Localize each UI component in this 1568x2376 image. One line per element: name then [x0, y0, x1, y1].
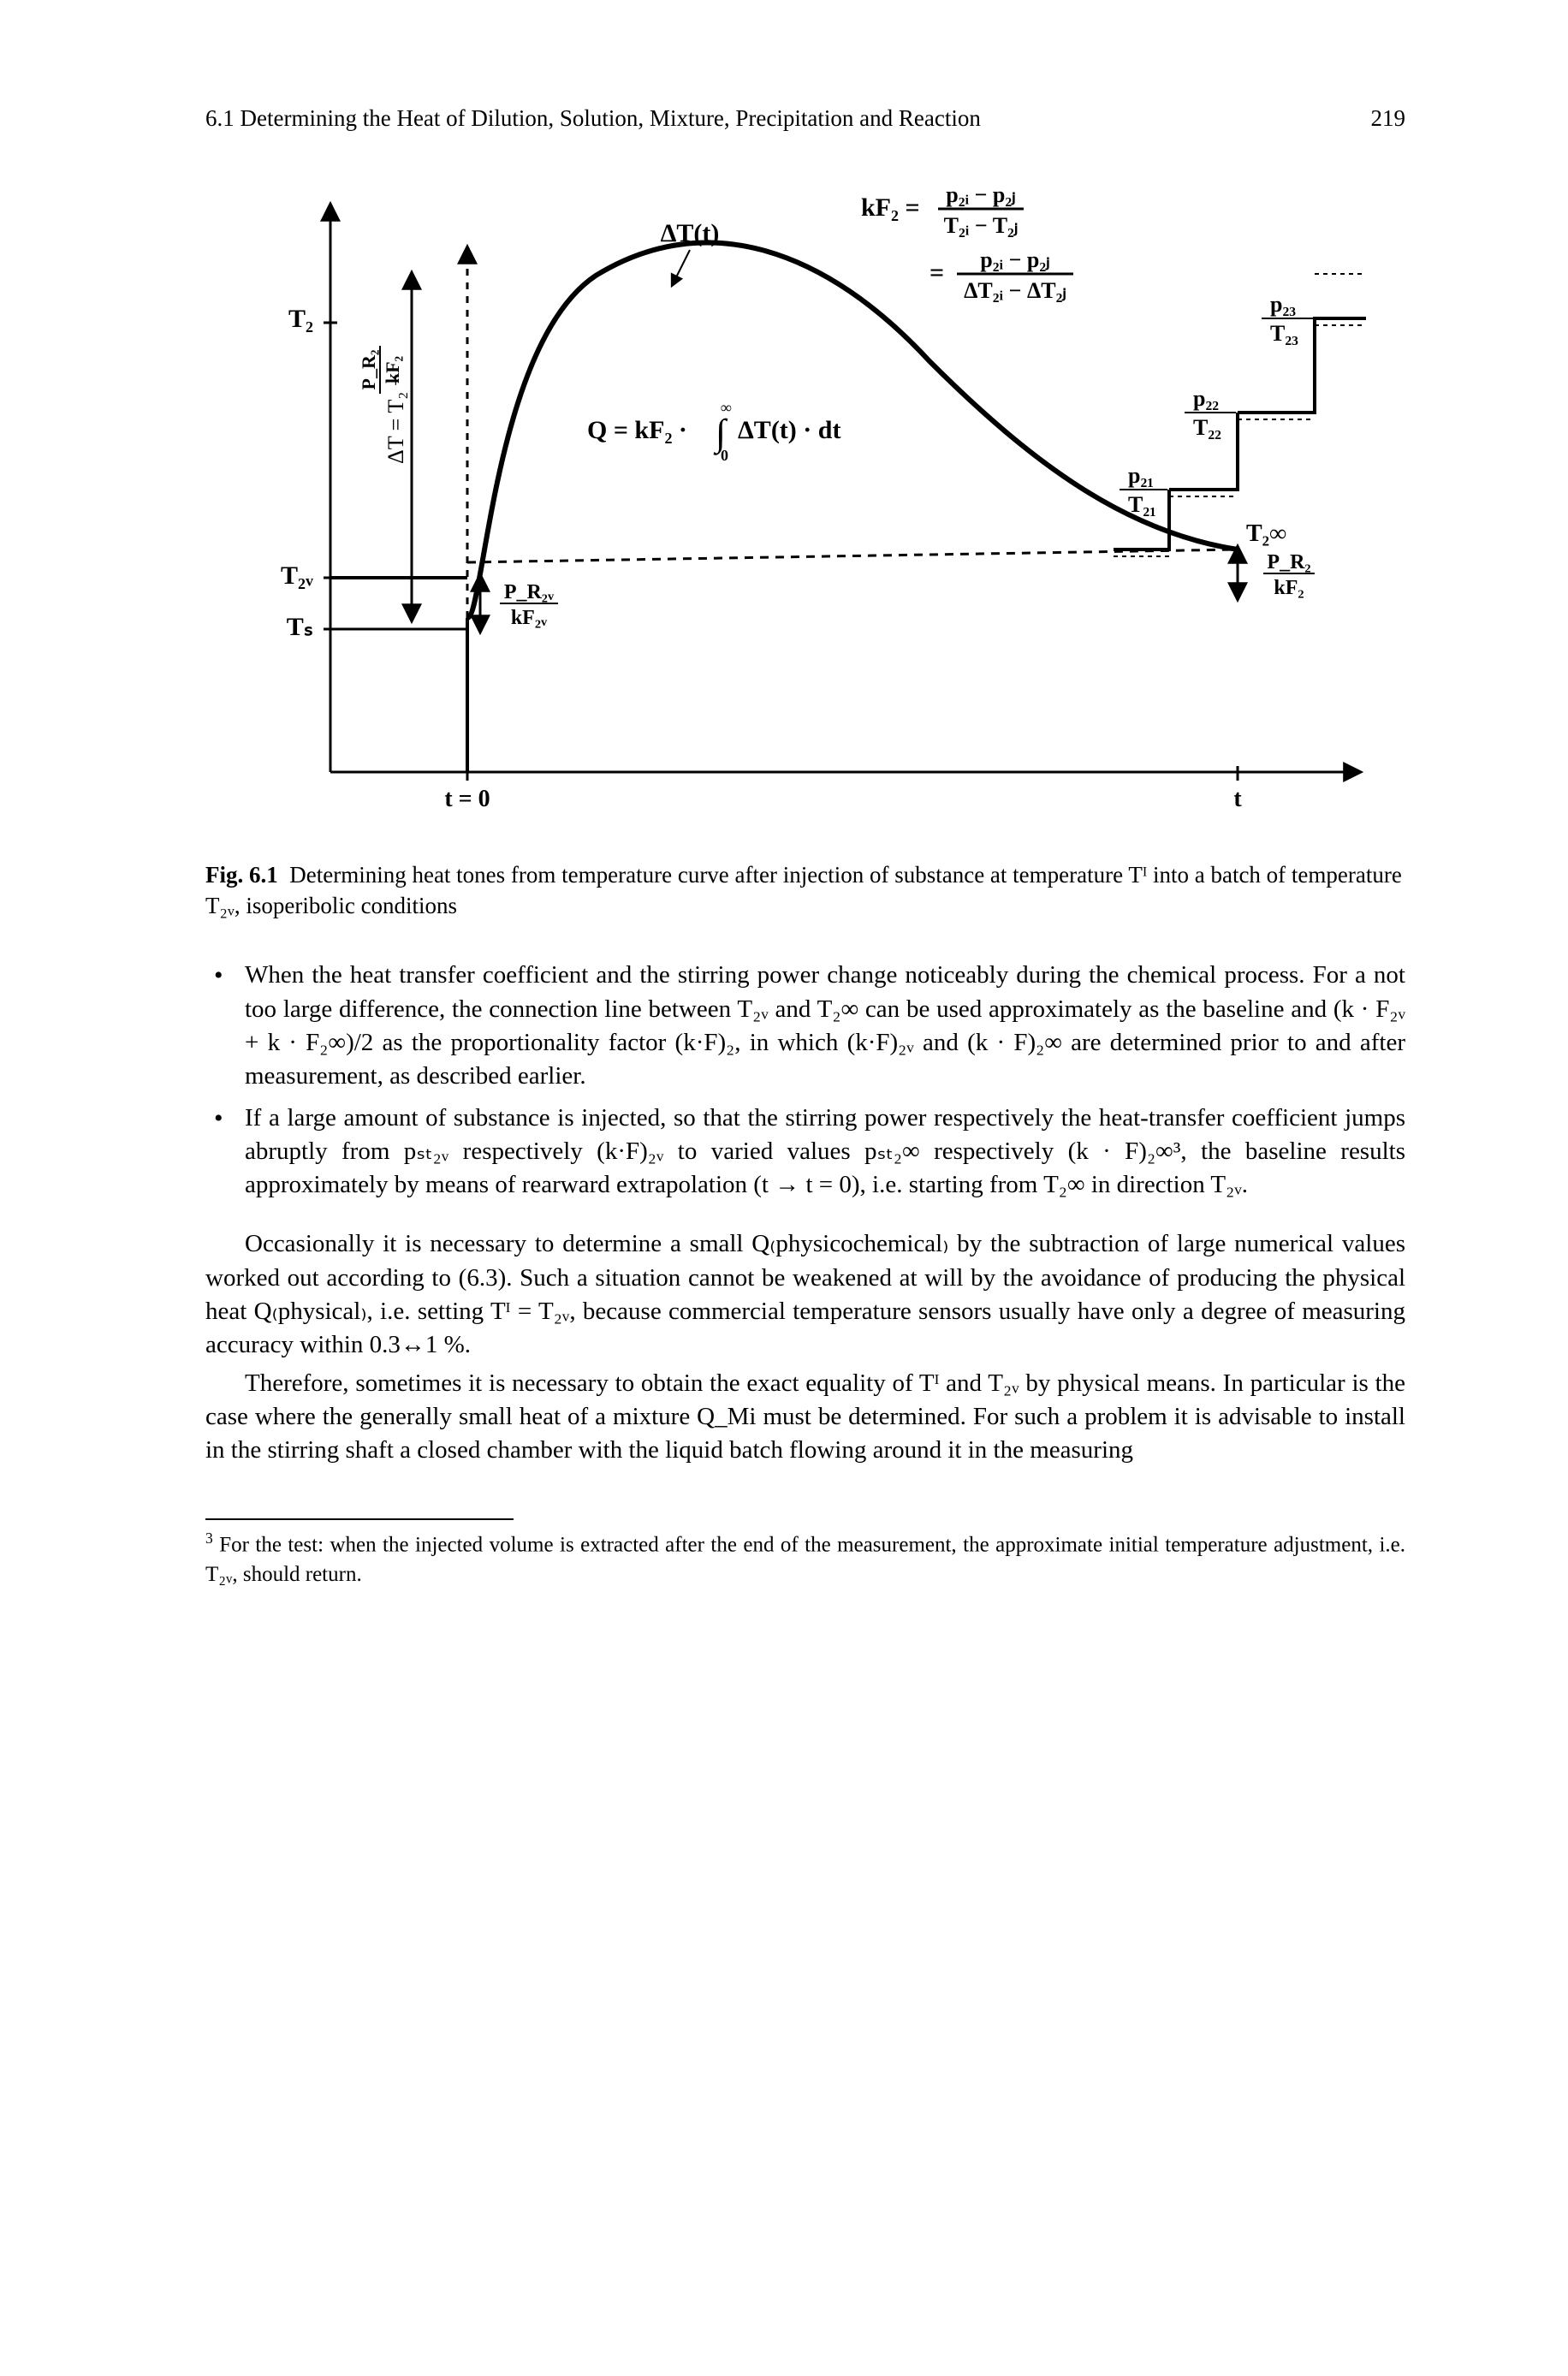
- footnote: 3 For the test: when the injected volume…: [205, 1529, 1405, 1589]
- section-title: 6.1 Determining the Heat of Dilution, So…: [205, 103, 981, 134]
- svg-text:p₂ᵢ − p₂ⱼ: p₂ᵢ − p₂ⱼ: [980, 247, 1049, 272]
- bullet-list: When the heat transfer coefficient and t…: [205, 959, 1405, 1202]
- svg-text:kF₂ᵥ: kF₂ᵥ: [511, 607, 548, 629]
- svg-text:∞: ∞: [721, 399, 732, 416]
- svg-text:ΔT(t) · dt: ΔT(t) · dt: [738, 416, 840, 444]
- running-header: 6.1 Determining the Heat of Dilution, So…: [205, 103, 1405, 134]
- svg-text:kF₂: kF₂: [1274, 577, 1304, 599]
- svg-text:ΔT₂ᵢ − ΔT₂ⱼ: ΔT₂ᵢ − ΔT₂ⱼ: [964, 278, 1066, 303]
- svg-text:P_R₂: P_R₂: [1267, 551, 1310, 573]
- q-formula: Q = kF₂ · ∫ ∞ 0 ΔT(t) · dt: [587, 399, 840, 464]
- para-1: Occasionally it is necessary to determin…: [205, 1227, 1405, 1362]
- bullet-1-text: When the heat transfer coefficient and t…: [245, 961, 1405, 1089]
- bullet-1: When the heat transfer coefficient and t…: [205, 959, 1405, 1093]
- xlab-t0: t = 0: [444, 786, 490, 812]
- svg-text:T₂₃: T₂₃: [1270, 321, 1298, 346]
- svg-text:0: 0: [721, 447, 728, 464]
- page-number: 219: [1371, 103, 1406, 134]
- svg-text:T₂₂: T₂₂: [1193, 415, 1221, 440]
- footnote-rule: [205, 1518, 514, 1520]
- svg-text:p₂₁: p₂₁: [1128, 463, 1154, 488]
- svg-text:P_R₂ᵥ: P_R₂ᵥ: [504, 581, 555, 603]
- figure-caption-text: Determining heat tones from temperature …: [205, 862, 1402, 918]
- figure-svg: ΔT = T₂ − P_R₂ kF₂ T₂ T₂ᵥ Tₛ ΔT(t) Q = k…: [228, 173, 1383, 823]
- svg-text:T₂₁: T₂₁: [1128, 492, 1156, 517]
- svg-text:kF₂: kF₂: [382, 356, 403, 384]
- deltaT-equals: ΔT = T₂ −: [383, 374, 408, 464]
- svg-text:p₂₂: p₂₂: [1193, 386, 1219, 411]
- bullet-2-text: If a large amount of substance is inject…: [245, 1104, 1405, 1198]
- figure-caption: Fig. 6.1 Determining heat tones from tem…: [205, 859, 1405, 922]
- figure-6-1: ΔT = T₂ − P_R₂ kF₂ T₂ T₂ᵥ Tₛ ΔT(t) Q = k…: [228, 173, 1383, 833]
- xlab-t: t: [1233, 786, 1242, 812]
- para-2-text: Therefore, sometimes it is necessary to …: [205, 1369, 1405, 1464]
- svg-text:p₂₃: p₂₃: [1270, 292, 1296, 317]
- svg-text:=: =: [930, 258, 944, 287]
- ylab-T2: T₂: [288, 305, 313, 333]
- curve-label: ΔT(t): [661, 219, 720, 247]
- kf2-formula: kF₂ = p₂ᵢ − p₂ⱼ T₂ᵢ − T₂ⱼ = p₂ᵢ − p₂ⱼ ΔT…: [861, 182, 1073, 303]
- bullet-2: If a large amount of substance is inject…: [205, 1102, 1405, 1202]
- footnote-marker: 3: [205, 1530, 213, 1547]
- figure-label: Fig. 6.1: [205, 862, 278, 888]
- footnote-text: For the test: when the injected volume i…: [205, 1534, 1405, 1586]
- staircase: p₂₁ T₂₁ p₂₂ T₂₂ p₂₃ T₂₃: [1114, 274, 1366, 556]
- para-2: Therefore, sometimes it is necessary to …: [205, 1367, 1405, 1467]
- svg-text:P_R₂: P_R₂: [358, 350, 379, 390]
- para-1-text: Occasionally it is necessary to determin…: [205, 1230, 1405, 1357]
- ylab-T2v: T₂ᵥ: [281, 561, 313, 590]
- t2inf-label: T₂∞: [1246, 520, 1286, 547]
- svg-text:kF₂ =: kF₂ =: [861, 193, 920, 222]
- svg-text:Q = kF₂ ·: Q = kF₂ ·: [587, 416, 687, 444]
- svg-text:T₂ᵢ − T₂ⱼ: T₂ᵢ − T₂ⱼ: [944, 213, 1019, 238]
- svg-text:p₂ᵢ − p₂ⱼ: p₂ᵢ − p₂ⱼ: [946, 182, 1015, 207]
- ylab-Ts: Tₛ: [287, 613, 313, 641]
